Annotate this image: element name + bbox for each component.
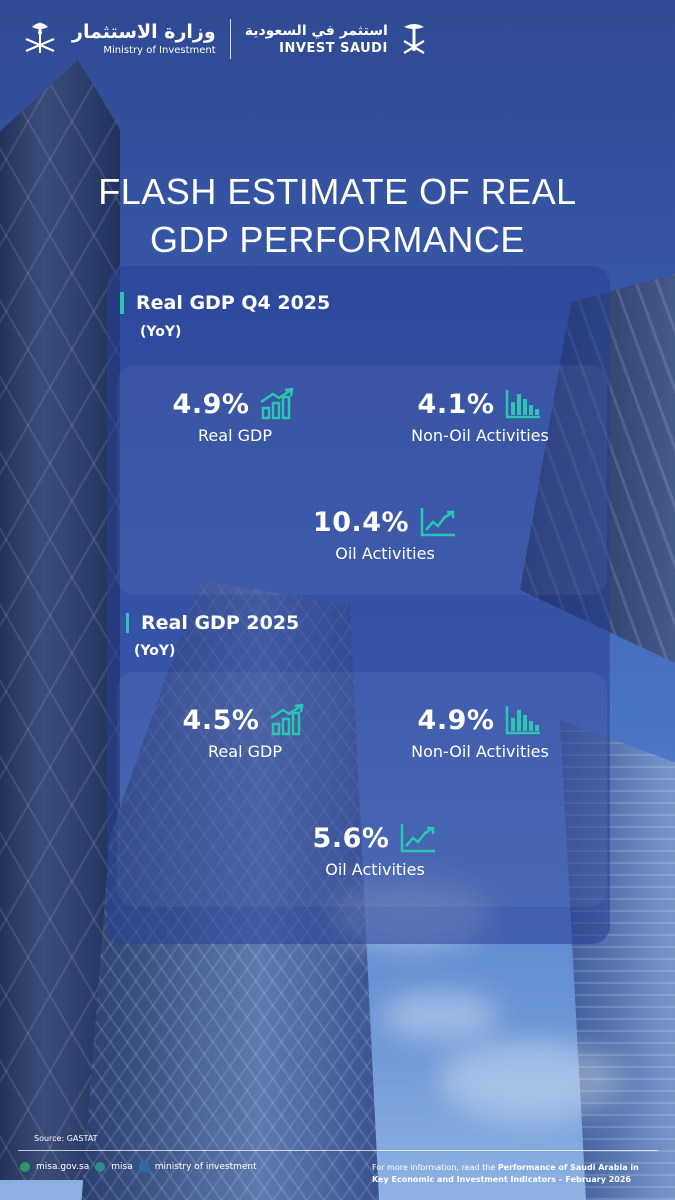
section-header-annual: Real GDP 2025 <box>126 612 299 634</box>
stat-oil-q4: 10.4% Oil Activities <box>290 506 480 563</box>
accent-bar <box>126 613 129 633</box>
more-info-note: For more information, read the Performan… <box>372 1162 657 1186</box>
logo-divider <box>229 19 231 59</box>
linkedin-link[interactable]: ministry of investment <box>154 1162 257 1172</box>
content-panel <box>107 266 610 944</box>
x-handle-link[interactable]: misa <box>111 1162 133 1172</box>
report-title: Performance of Saudi Arabia in Key Econo… <box>372 1163 639 1184</box>
stat-value: 10.4% <box>312 506 410 538</box>
stat-label: Oil Activities <box>335 544 435 563</box>
invest-saudi-mark-icon <box>403 24 425 54</box>
growth-bar-chart-icon <box>260 388 294 420</box>
title-line-2: GDP PERFORMANCE <box>150 219 525 260</box>
ministry-name-english: Ministry of Investment <box>103 44 216 56</box>
invest-saudi-logo: استثمر في السعودية INVEST SAUDI <box>245 24 388 55</box>
saudi-emblem-icon <box>25 21 55 53</box>
bar-chart-icon <box>506 706 541 735</box>
stat-label: Real GDP <box>208 742 282 761</box>
header-logos: وزارة الاستثمار Ministry of Investment ا… <box>18 14 430 64</box>
stat-value: 4.9% <box>172 388 250 420</box>
stat-oil-2025: 5.6% Oil Activities <box>290 822 460 879</box>
footer-divider <box>18 1150 658 1151</box>
x-twitter-icon <box>95 1162 106 1172</box>
social-links: misa.gov.sa misa ministry of investment <box>20 1162 257 1172</box>
stat-non-oil-2025: 4.9% Non-Oil Activities <box>390 704 570 762</box>
source-note: Source: GASTAT <box>34 1134 98 1143</box>
section-subtitle: (YoY) <box>134 643 176 659</box>
stat-real-gdp-2025: 4.5% Real GDP <box>160 704 330 761</box>
section-title: Real GDP 2025 <box>141 612 300 634</box>
stat-non-oil-q4: 4.1% Non-Oil Activities <box>390 388 570 446</box>
section-title: Real GDP Q4 2025 <box>136 292 331 314</box>
stat-label: Oil Activities <box>325 860 425 879</box>
stat-label: Non-Oil Activities <box>411 742 549 761</box>
section-header-q4: Real GDP Q4 2025 <box>120 292 330 314</box>
title-line-1: FLASH ESTIMATE OF REAL <box>98 171 577 212</box>
invest-saudi-english: INVEST SAUDI <box>279 40 388 56</box>
cloud <box>440 1040 620 1120</box>
line-chart-icon <box>401 824 436 853</box>
accent-bar <box>120 292 124 314</box>
ministry-logo: وزارة الاستثمار Ministry of Investment <box>72 20 216 56</box>
page-title: FLASH ESTIMATE OF REAL GDP PERFORMANCE <box>0 168 675 264</box>
more-info-prefix: For more information, read the <box>372 1163 496 1172</box>
bar-chart-icon <box>506 390 541 419</box>
stat-value: 4.1% <box>417 388 495 420</box>
ministry-name-arabic: وزارة الاستثمار <box>72 20 216 43</box>
line-chart-icon <box>420 508 456 537</box>
growth-bar-chart-icon <box>270 704 304 736</box>
stat-value: 4.9% <box>417 704 495 736</box>
website-link[interactable]: misa.gov.sa <box>36 1162 90 1172</box>
section-panel-annual <box>117 672 607 907</box>
stat-real-gdp-q4: 4.9% Real GDP <box>150 388 320 445</box>
stat-value: 5.6% <box>312 822 390 854</box>
globe-icon <box>20 1162 30 1172</box>
cloud <box>380 990 500 1040</box>
stat-label: Real GDP <box>198 426 272 445</box>
stat-value: 4.5% <box>182 704 260 736</box>
section-subtitle: (YoY) <box>140 324 182 340</box>
invest-saudi-arabic: استثمر في السعودية <box>244 22 388 39</box>
linkedin-icon <box>138 1162 149 1172</box>
stat-label: Non-Oil Activities <box>411 426 549 445</box>
